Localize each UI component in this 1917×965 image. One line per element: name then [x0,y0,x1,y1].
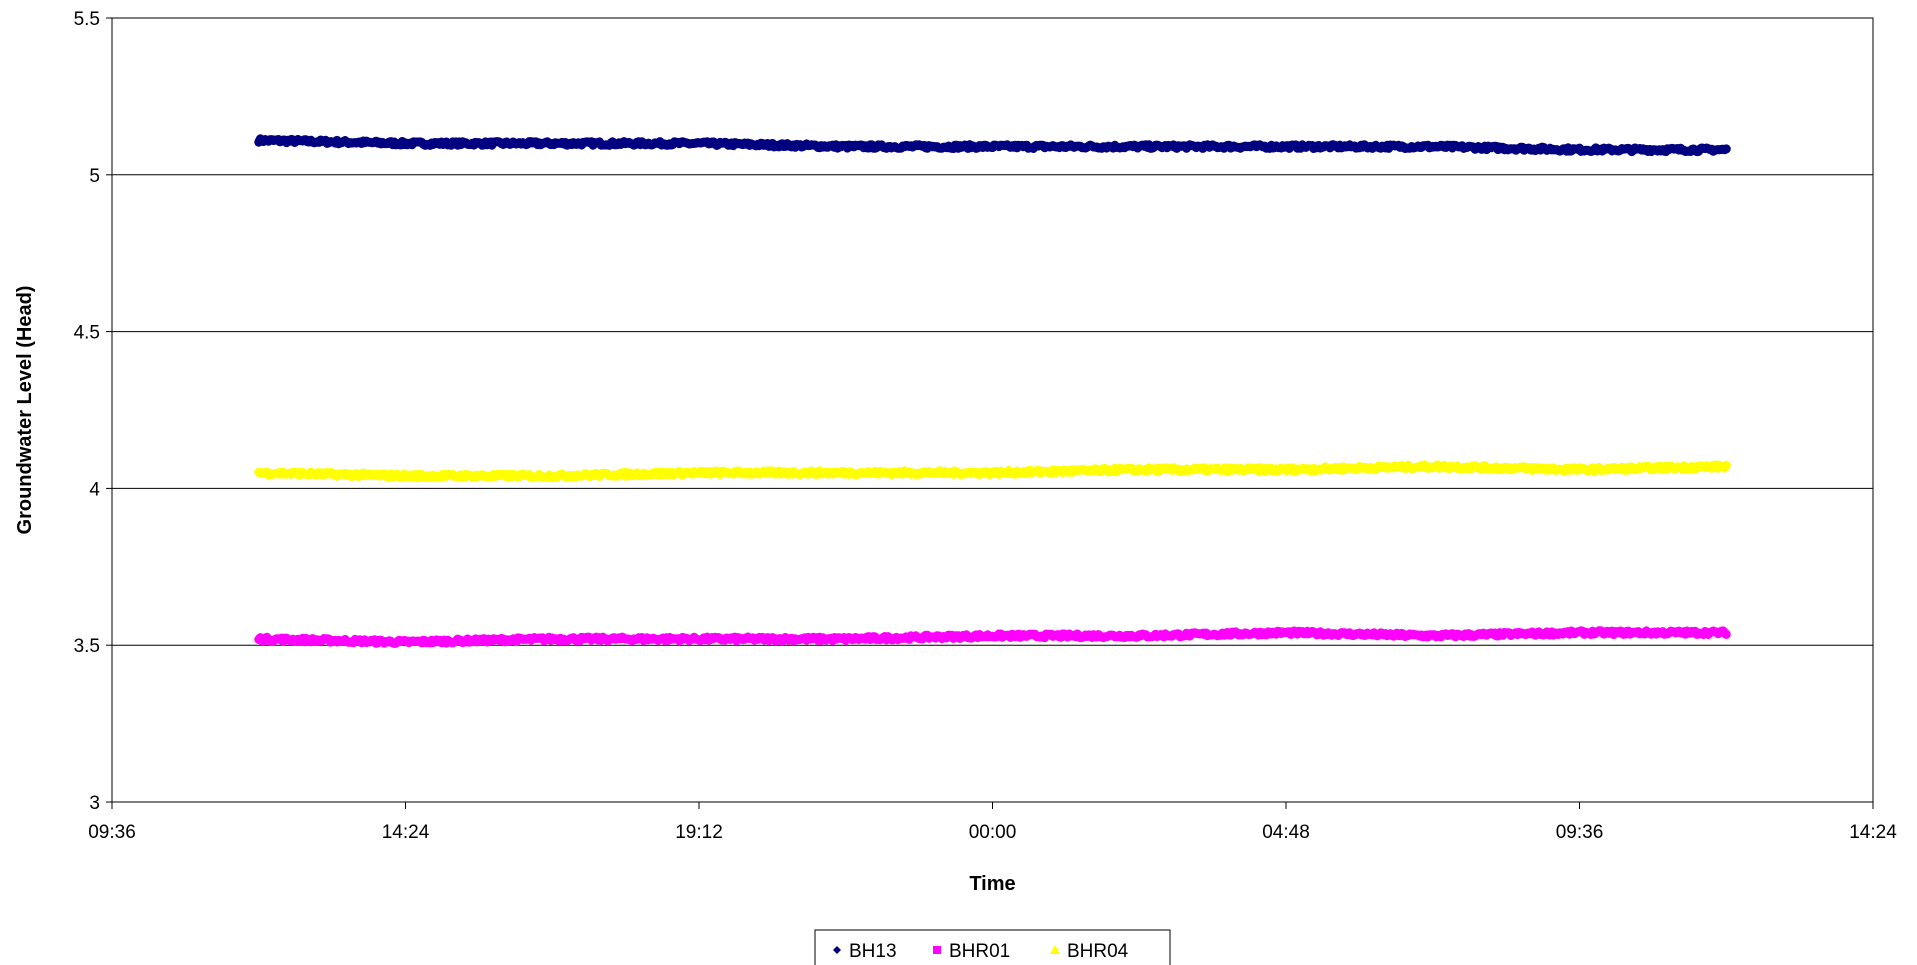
y-tick-label: 4.5 [74,323,100,344]
data-point-bh13 [1577,147,1582,152]
data-point-bhr04 [990,470,995,475]
data-point-bhr01 [1284,630,1288,635]
legend-label-bh13: BH13 [849,941,897,962]
data-point-bh13 [1137,144,1142,149]
y-tick-label: 3 [89,793,100,814]
y-axis-title: Groundwater Level (Head) [14,286,36,535]
grid-lines [112,174,1873,646]
x-tick-label: 00:00 [969,822,1017,843]
data-point-bhr01 [697,636,701,641]
data-point-bhr04 [843,470,848,475]
data-point-bhr01 [1137,633,1142,638]
y-axis-ticks: 3 3.5 4 4.5 5 5.5 [74,9,112,814]
data-point-bhr01 [1724,630,1729,635]
legend-marker-bh13 [833,946,841,954]
y-tick-label: 4 [89,479,100,500]
data-point-bhr01 [256,636,261,641]
data-point-bh13 [1430,144,1435,149]
data-point-bhr04 [403,473,408,478]
data-point-bh13 [550,141,555,146]
data-point-bhr04 [1430,464,1435,469]
data-point-bh13 [403,141,408,146]
data-point-bh13 [697,141,701,146]
legend-marker-bhr04 [1050,945,1060,954]
data-point-bhr01 [990,633,995,638]
data-point-bhr01 [1430,633,1435,638]
data-point-bh13 [990,144,995,149]
y-tick-label: 5.5 [74,9,100,30]
x-tick-label: 09:36 [1556,822,1604,843]
y-tick-label: 5 [89,166,100,187]
x-tick-label: 14:24 [382,822,430,843]
data-point-bhr04 [1724,464,1729,469]
series-layer [254,134,1731,648]
legend-box [814,929,1171,965]
legend: BH13 BHR01 BHR04 [814,929,1171,965]
data-point-bh13 [256,138,261,143]
x-tick-label: 19:12 [675,822,723,843]
data-point-bhr04 [1577,467,1582,472]
x-tick-label: 14:24 [1849,822,1897,843]
data-point-bhr01 [550,636,555,641]
y-tick-label: 3.5 [74,636,100,657]
data-point-bhr01 [843,636,848,641]
data-point-bhr04 [550,473,555,478]
data-point-bhr04 [1137,467,1142,472]
data-point-bhr01 [1577,630,1582,635]
legend-marker-bhr01 [933,946,941,954]
data-point-bhr04 [256,470,261,475]
plot-area [111,17,1874,803]
x-tick-label: 09:36 [88,822,136,843]
data-point-bhr04 [1284,467,1288,472]
data-point-bh13 [843,144,848,149]
legend-label-bhr01: BHR01 [949,941,1010,962]
x-axis-title: Time [969,873,1015,895]
x-axis-ticks: 09:36 14:24 19:12 00:00 04:48 09:36 14:24 [88,802,1897,843]
data-point-bhr04 [697,470,701,475]
data-point-bh13 [1284,144,1288,149]
x-tick-label: 04:48 [1262,822,1310,843]
data-point-bh13 [1724,147,1729,152]
data-point-bhr01 [403,640,408,645]
legend-label-bhr04: BHR04 [1067,941,1129,962]
